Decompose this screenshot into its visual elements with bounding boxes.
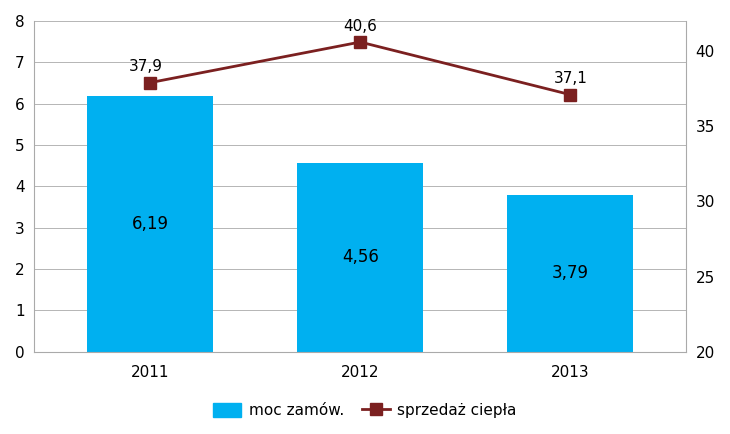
Text: 6,19: 6,19	[131, 215, 169, 233]
Text: 4,56: 4,56	[342, 249, 379, 266]
Bar	[507, 195, 634, 352]
Bar	[87, 96, 213, 352]
Legend: moc zamów., sprzedaż ciepła: moc zamów., sprzedaż ciepła	[207, 397, 523, 424]
Text: 37,1: 37,1	[553, 72, 587, 86]
Text: 3,79: 3,79	[552, 264, 589, 283]
Bar	[297, 163, 423, 352]
Text: 40,6: 40,6	[343, 19, 377, 34]
Text: 37,9: 37,9	[129, 59, 163, 74]
